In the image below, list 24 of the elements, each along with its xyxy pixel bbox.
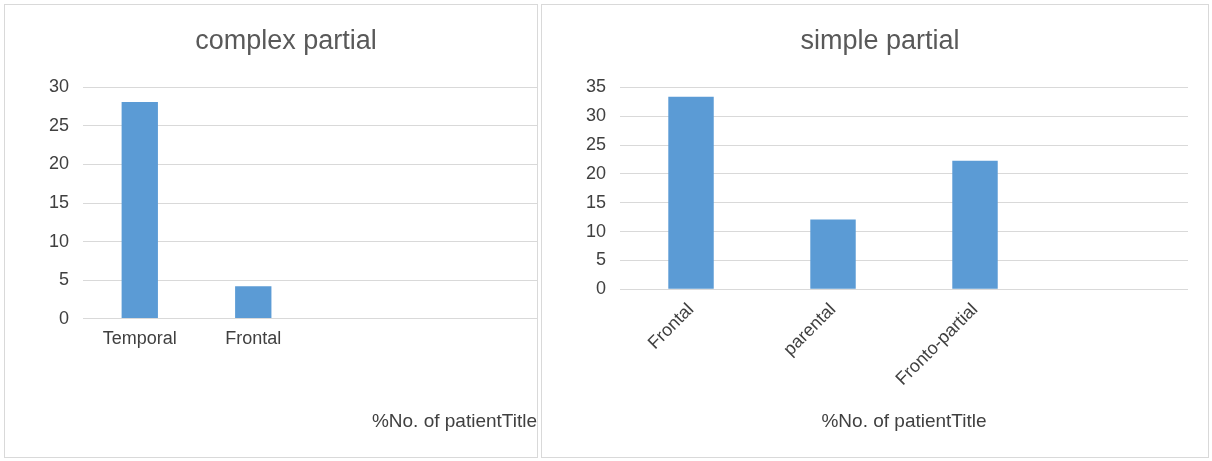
y-tick-label: 15 bbox=[585, 191, 607, 212]
y-tick-label: 25 bbox=[48, 114, 70, 135]
y-tick-label: 5 bbox=[596, 249, 607, 270]
x-tick-label: Frontal bbox=[225, 328, 282, 349]
y-tick-label: 20 bbox=[48, 153, 70, 174]
chart-title: complex partial bbox=[195, 24, 377, 55]
y-tick-label: 20 bbox=[585, 162, 607, 183]
bar bbox=[952, 160, 998, 289]
y-tick-label: 10 bbox=[585, 220, 607, 241]
y-tick-label: 35 bbox=[585, 76, 607, 97]
y-tick-label: 5 bbox=[59, 269, 70, 290]
y-tick-label: 0 bbox=[596, 278, 607, 299]
x-tick-label: Temporal bbox=[102, 328, 177, 349]
x-axis-title: %No. of patientTitle bbox=[371, 409, 537, 431]
chart-title: simple partial bbox=[800, 24, 960, 55]
y-tick-label: 15 bbox=[48, 191, 70, 212]
y-tick-label: 25 bbox=[585, 134, 607, 155]
y-tick-label: 30 bbox=[48, 76, 70, 97]
x-axis-title: %No. of patientTitle bbox=[821, 409, 987, 431]
y-tick-label: 10 bbox=[48, 230, 70, 251]
bar bbox=[668, 96, 714, 289]
y-tick-label: 30 bbox=[585, 105, 607, 126]
bar bbox=[810, 219, 856, 289]
y-tick-label: 0 bbox=[59, 307, 70, 328]
